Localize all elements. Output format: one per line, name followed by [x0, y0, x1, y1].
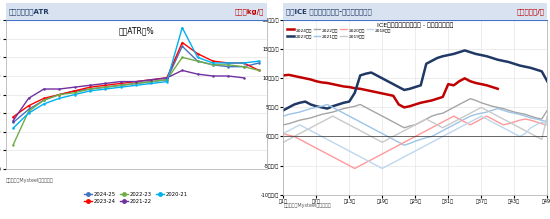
Legend: 2024-25, 2023-24, 2022-23, 2021-22, 2020-21: 2024-25, 2023-24, 2022-23, 2021-22, 2020…	[82, 189, 190, 206]
Text: 甘蔗ATR：%: 甘蔗ATR：%	[118, 26, 154, 35]
Text: 资料来源：Mysteel，长安期货: 资料来源：Mysteel，长安期货	[6, 178, 53, 183]
Text: ICE原糖主力合约结算价 - 巴西乙醇折糖价: ICE原糖主力合约结算价 - 巴西乙醇折糖价	[377, 22, 453, 28]
Text: 资料来源：Mysteel，长安期货: 资料来源：Mysteel，长安期货	[283, 203, 331, 208]
Text: 单位：美分/磅: 单位：美分/磅	[516, 9, 544, 15]
Text: 单位：kg/吨: 单位：kg/吨	[235, 9, 264, 15]
Text: 图：ICE 原糖主力结算价-巴西乙醇折糖价: 图：ICE 原糖主力结算价-巴西乙醇折糖价	[286, 9, 372, 15]
Text: 图：巴西甘蔗ATR: 图：巴西甘蔗ATR	[8, 9, 49, 15]
Legend: 2024年度, 2023年度, 2022年度, 2021年度, 2020年度, 2019年度, 2018年度: 2024年度, 2023年度, 2022年度, 2021年度, 2020年度, …	[285, 26, 393, 40]
